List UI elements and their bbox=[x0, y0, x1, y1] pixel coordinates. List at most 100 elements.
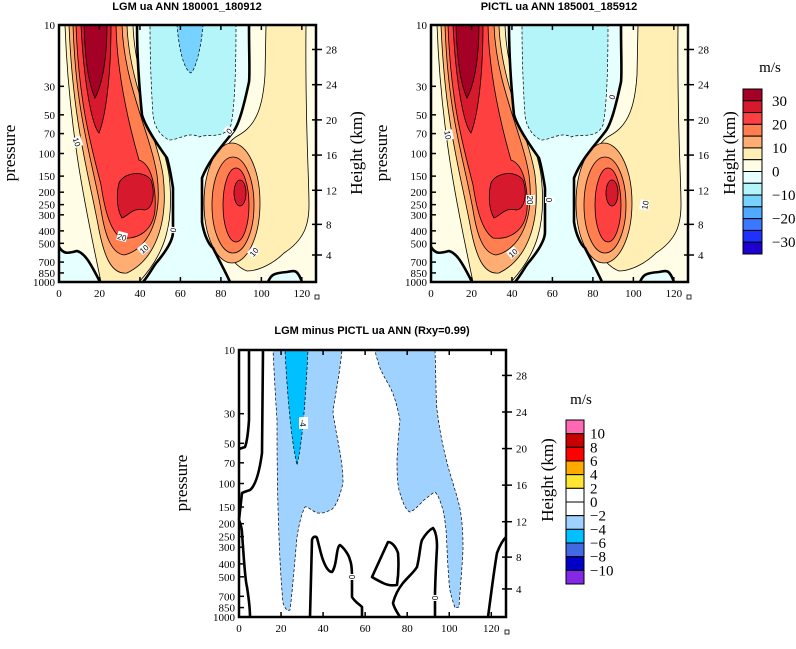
y2-tick-label: 24 bbox=[698, 80, 710, 92]
zero-contour bbox=[391, 526, 439, 618]
x-tick-label: 0 bbox=[236, 623, 242, 635]
contour-minus-4 bbox=[284, 349, 309, 466]
y2-tick-label: 12 bbox=[326, 185, 337, 197]
y2-tick-label: 16 bbox=[516, 480, 528, 492]
y2-tick-label: 8 bbox=[698, 219, 704, 231]
zonal-wind-field bbox=[429, 23, 690, 284]
colorbar-swatch bbox=[742, 159, 763, 172]
colorbar-swatch bbox=[742, 123, 763, 137]
y2-tick-label: 4 bbox=[326, 250, 332, 262]
y2-axis-label: Height (km) bbox=[347, 111, 366, 195]
colorbar-swatch bbox=[742, 100, 763, 114]
corner-marker bbox=[686, 294, 692, 300]
x-tick-label: 0 bbox=[428, 288, 434, 300]
contour-label: 10 bbox=[71, 136, 83, 148]
y-tick-label: 850 bbox=[411, 268, 428, 280]
y-tick-label: 850 bbox=[39, 268, 56, 280]
y2-tick-label: 28 bbox=[698, 44, 710, 56]
contour-field: 10 20 10 0 0 10 bbox=[57, 23, 318, 284]
colorbar-swatch bbox=[565, 460, 585, 476]
x-tick-label: 120 bbox=[294, 288, 311, 300]
x-tick-label: 60 bbox=[175, 288, 187, 300]
y-tick-label: 10 bbox=[44, 20, 56, 32]
contour-label: 0 bbox=[169, 227, 179, 233]
contour-minus-10 bbox=[176, 24, 204, 74]
y2-tick-label: 12 bbox=[698, 185, 709, 197]
panel-title: LGM minus PICTL ua ANN (Rxy=0.99) bbox=[274, 325, 470, 337]
colorbar-label: 0 bbox=[590, 495, 598, 511]
y2-tick-label: 20 bbox=[516, 444, 528, 456]
contour-labels: 10 20 10 0 0 10 bbox=[71, 125, 261, 259]
colorbar-label: 2 bbox=[590, 481, 598, 497]
x-tick-label: 40 bbox=[506, 288, 518, 300]
y-tick-label: 1000 bbox=[33, 277, 56, 289]
x-tick-label: 0 bbox=[56, 288, 62, 300]
y2-tick-label: 12 bbox=[516, 517, 527, 529]
y-axis-label: pressure bbox=[372, 125, 391, 182]
contour-label: 0 bbox=[347, 575, 356, 580]
colorbar-label: −10 bbox=[772, 188, 795, 204]
y-tick-label: 1000 bbox=[213, 612, 236, 624]
y-tick-label: 100 bbox=[411, 149, 428, 161]
y-tick-label: 500 bbox=[411, 238, 428, 250]
colorbar-swatch bbox=[742, 112, 763, 125]
colorbar-swatch bbox=[565, 446, 585, 462]
y-tick-label: 700 bbox=[411, 257, 428, 269]
y-tick-label: 30 bbox=[224, 409, 236, 421]
colorbar-label: 4 bbox=[590, 468, 598, 484]
contour-field: 10 20 0 0 10 10 bbox=[429, 23, 690, 284]
colorbar-label: −10 bbox=[590, 563, 613, 579]
colorbar-label: −4 bbox=[590, 522, 606, 538]
x-tick-label: 60 bbox=[547, 288, 559, 300]
y-tick-label: 200 bbox=[219, 519, 236, 531]
x-tick-label: 40 bbox=[318, 623, 330, 635]
colorbar-label: −8 bbox=[590, 550, 606, 566]
colorbar-swatch bbox=[565, 487, 585, 503]
y2-tick-label: 4 bbox=[516, 584, 522, 596]
x-tick-label: 100 bbox=[253, 288, 270, 300]
panel-lgm: LGM ua ANN 180001_180912 10 20 10 0 0 10… bbox=[0, 1, 366, 300]
y-tick-label: 100 bbox=[39, 149, 56, 161]
colorbar-swatch bbox=[565, 569, 585, 585]
panel-pictl: PICTL ua ANN 185001_185912 10 20 0 0 10 … bbox=[372, 1, 739, 300]
x-tick-label: 40 bbox=[134, 288, 146, 300]
y2-axis-label: Height (km) bbox=[538, 438, 557, 522]
contour-label: 20 bbox=[116, 232, 127, 243]
y-tick-label: 150 bbox=[219, 502, 236, 514]
zero-contour bbox=[370, 540, 400, 587]
x-tick-label: 20 bbox=[466, 288, 478, 300]
y-axis-label: pressure bbox=[0, 125, 19, 182]
y-tick-label: 1000 bbox=[405, 277, 428, 289]
y-tick-label: 150 bbox=[39, 171, 56, 183]
x-tick-label: 20 bbox=[94, 288, 106, 300]
zero-contour bbox=[237, 349, 265, 521]
y-tick-label: 10 bbox=[224, 345, 236, 357]
y2-tick-label: 28 bbox=[516, 370, 528, 382]
x-tick-label: 100 bbox=[441, 623, 458, 635]
y-tick-label: 10 bbox=[416, 20, 428, 32]
colorbar-swatch bbox=[742, 88, 763, 102]
y-tick-label: 30 bbox=[44, 81, 56, 93]
y-tick-label: 100 bbox=[219, 479, 236, 491]
y-tick-label: 400 bbox=[39, 226, 56, 238]
y-tick-label: 70 bbox=[44, 129, 56, 141]
y-tick-label: 70 bbox=[224, 458, 236, 470]
colorbar-label: 10 bbox=[590, 427, 605, 443]
y-tick-label: 200 bbox=[39, 187, 56, 199]
colorbar-swatch bbox=[565, 556, 585, 571]
colorbar-label: −2 bbox=[590, 509, 606, 525]
x-tick-label: 60 bbox=[360, 623, 372, 635]
contour-label: 10 bbox=[640, 199, 651, 210]
y-axis-label: pressure bbox=[172, 455, 191, 512]
y2-tick-label: 24 bbox=[326, 80, 338, 92]
y-tick-label: 150 bbox=[411, 171, 428, 183]
colorbar-label: 30 bbox=[772, 94, 787, 110]
y-tick-label: 500 bbox=[39, 238, 56, 250]
colorbar-label: −20 bbox=[772, 212, 795, 228]
panel-title: PICTL ua ANN 185001_185912 bbox=[481, 1, 638, 13]
colorbar-swatch bbox=[742, 171, 763, 184]
colorbar-swatch bbox=[742, 218, 763, 231]
colorbar-swatch bbox=[565, 474, 585, 489]
